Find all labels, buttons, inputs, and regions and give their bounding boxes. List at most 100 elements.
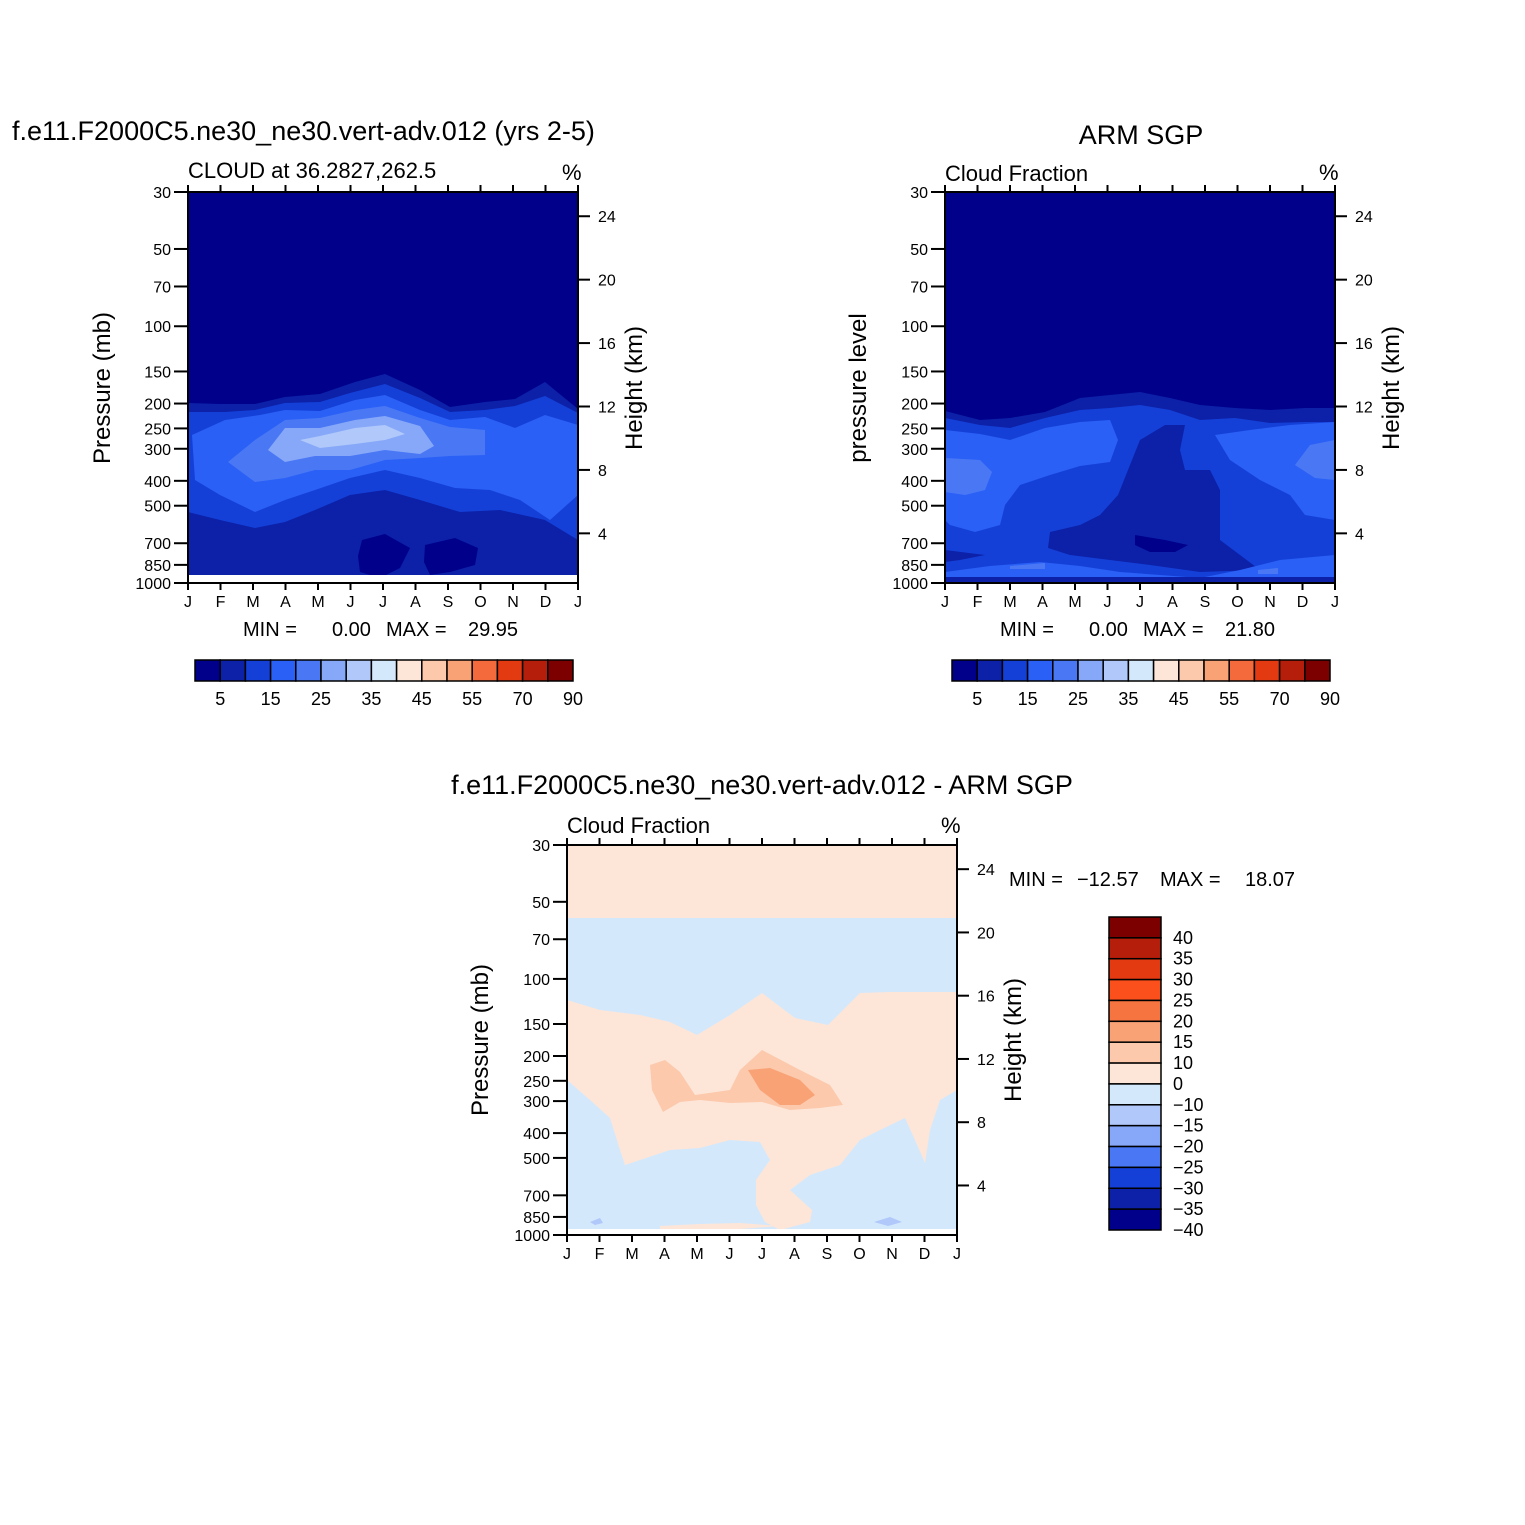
y-right-axis-title: Height (km) bbox=[1000, 978, 1027, 1102]
panel-model: f.e11.F2000C5.ne30_ne30.vert-adv.012 (yr… bbox=[12, 116, 648, 709]
colorbar-label: 15 bbox=[1018, 689, 1038, 709]
x-tick-label: M bbox=[1068, 594, 1081, 611]
x-tick-label: M bbox=[311, 594, 324, 611]
colorbar-swatch bbox=[496, 659, 524, 682]
p1-fill-surface bbox=[188, 575, 578, 583]
y-tick-label: 250 bbox=[901, 421, 928, 438]
y-tick-label: 50 bbox=[153, 242, 171, 259]
y-tick-label: 500 bbox=[523, 1151, 550, 1168]
colorbar-swatch bbox=[1108, 1124, 1162, 1148]
colorbar-label: 0 bbox=[1173, 1074, 1183, 1094]
colorbar-label: 30 bbox=[1173, 970, 1193, 990]
colorbar-label: 55 bbox=[1219, 689, 1239, 709]
panel1-max-value: 29.95 bbox=[468, 619, 518, 641]
colorbar-swatch bbox=[1108, 978, 1162, 1002]
y-right-tick-label: 20 bbox=[598, 273, 616, 290]
panel2-colorbar: 5 15 25 35 45 55 70 90 bbox=[951, 659, 1340, 709]
panel1-title: f.e11.F2000C5.ne30_ne30.vert-adv.012 (yr… bbox=[12, 116, 595, 146]
colorbar-swatch bbox=[1228, 659, 1256, 682]
colorbar-swatch bbox=[1203, 659, 1230, 682]
x-tick-label: J bbox=[953, 1246, 961, 1263]
colorbar-swatch bbox=[446, 659, 473, 682]
colorbar-label: 90 bbox=[1320, 689, 1340, 709]
panel3-subtitle: Cloud Fraction bbox=[567, 813, 710, 838]
colorbar-swatch bbox=[1077, 659, 1104, 682]
colorbar-swatch bbox=[1108, 1166, 1162, 1190]
colorbar-swatch bbox=[521, 659, 549, 682]
panel2-max-label: MAX = bbox=[1143, 619, 1204, 641]
y-tick-label: 200 bbox=[901, 397, 928, 414]
p2-fill-low-dark-left bbox=[945, 550, 985, 562]
colorbar-swatch bbox=[1178, 659, 1205, 682]
panel1-axes: J F M A M J J A S O N D J 30 50 70 100 150 200 250 300 400 500… bbox=[89, 185, 648, 611]
colorbar-label: −15 bbox=[1173, 1116, 1204, 1136]
y-tick-label: 30 bbox=[532, 838, 550, 855]
x-tick-label: J bbox=[1104, 594, 1112, 611]
panel2-contours bbox=[945, 192, 1335, 583]
panel3-max-label: MAX = bbox=[1160, 869, 1221, 891]
colorbar-label: 70 bbox=[513, 689, 533, 709]
y-tick-label: 1000 bbox=[514, 1228, 550, 1245]
x-tick-label: M bbox=[246, 594, 259, 611]
colorbar-label: 25 bbox=[1173, 990, 1193, 1010]
p2-fill-near-surface bbox=[945, 555, 1335, 578]
colorbar-swatch bbox=[320, 659, 347, 682]
colorbar-label: 20 bbox=[1173, 1011, 1193, 1031]
colorbar-swatch bbox=[1278, 659, 1306, 682]
colorbar-label: −30 bbox=[1173, 1178, 1204, 1198]
y-tick-label: 250 bbox=[144, 421, 171, 438]
y-right-tick-label: 24 bbox=[598, 209, 616, 226]
panel3-min-value: −12.57 bbox=[1077, 869, 1139, 891]
x-tick-label: J bbox=[347, 594, 355, 611]
y-tick-label: 150 bbox=[523, 1017, 550, 1034]
y-right-tick-label: 20 bbox=[1355, 273, 1373, 290]
colorbar-swatch bbox=[1108, 999, 1162, 1023]
colorbar-swatch bbox=[1253, 659, 1281, 682]
x-tick-label: D bbox=[540, 594, 552, 611]
y-right-tick-label: 12 bbox=[977, 1052, 995, 1069]
panel3-title: f.e11.F2000C5.ne30_ne30.vert-adv.012 - A… bbox=[451, 770, 1073, 800]
panel2-max-value: 21.80 bbox=[1225, 619, 1275, 641]
y-right-tick-label: 8 bbox=[598, 463, 607, 480]
y-tick-label: 50 bbox=[532, 895, 550, 912]
p2-fill-surface bbox=[945, 577, 1335, 583]
y-tick-label: 250 bbox=[523, 1074, 550, 1091]
colorbar-swatch bbox=[1052, 659, 1079, 682]
x-tick-label: S bbox=[822, 1246, 833, 1263]
y-tick-label: 300 bbox=[901, 442, 928, 459]
p3-fill-surface bbox=[567, 1229, 957, 1235]
panel3-axes: J F M A M J J A S O N D J 30 50 70 100 150 200 250 300 400 500… bbox=[467, 838, 1027, 1263]
colorbar-swatch bbox=[951, 659, 978, 682]
y-axis-title: pressure level bbox=[845, 313, 872, 462]
colorbar-swatch bbox=[1001, 659, 1029, 682]
y-tick-label: 100 bbox=[144, 319, 171, 336]
y-right-tick-label: 8 bbox=[1355, 463, 1364, 480]
p1-fill-band-30 bbox=[300, 425, 405, 448]
y-tick-label: 50 bbox=[910, 242, 928, 259]
y-right-tick-label: 4 bbox=[977, 1178, 986, 1195]
colorbar-label: 70 bbox=[1270, 689, 1290, 709]
y-axis-title: Pressure (mb) bbox=[89, 312, 116, 464]
panel2-axes: J F M A M J J A S O N D J 30 50 70 100 150 200 250 300 400 500… bbox=[845, 185, 1405, 611]
x-tick-label: F bbox=[973, 594, 983, 611]
colorbar-swatch bbox=[1108, 1083, 1162, 1106]
y-tick-label: 500 bbox=[144, 499, 171, 516]
colorbar-label: 35 bbox=[1118, 689, 1138, 709]
colorbar-swatch bbox=[194, 659, 221, 682]
colorbar-swatch bbox=[1026, 659, 1054, 682]
y-right-tick-label: 24 bbox=[1355, 209, 1373, 226]
x-tick-label: J bbox=[1136, 594, 1144, 611]
panel2-min-value: 0.00 bbox=[1089, 619, 1128, 641]
y-axis-title: Pressure (mb) bbox=[467, 964, 494, 1116]
y-right-tick-label: 12 bbox=[598, 400, 616, 417]
y-tick-label: 70 bbox=[153, 279, 171, 296]
y-tick-label: 400 bbox=[523, 1126, 550, 1143]
y-tick-label: 700 bbox=[144, 536, 171, 553]
panel2-units: % bbox=[1319, 160, 1339, 185]
colorbar-label: 35 bbox=[361, 689, 381, 709]
x-tick-label: M bbox=[625, 1246, 638, 1263]
y-tick-label: 200 bbox=[144, 397, 171, 414]
colorbar-label: 5 bbox=[972, 689, 982, 709]
panel3-min-label: MIN = bbox=[1009, 869, 1063, 891]
panel2-subtitle: Cloud Fraction bbox=[945, 161, 1088, 186]
